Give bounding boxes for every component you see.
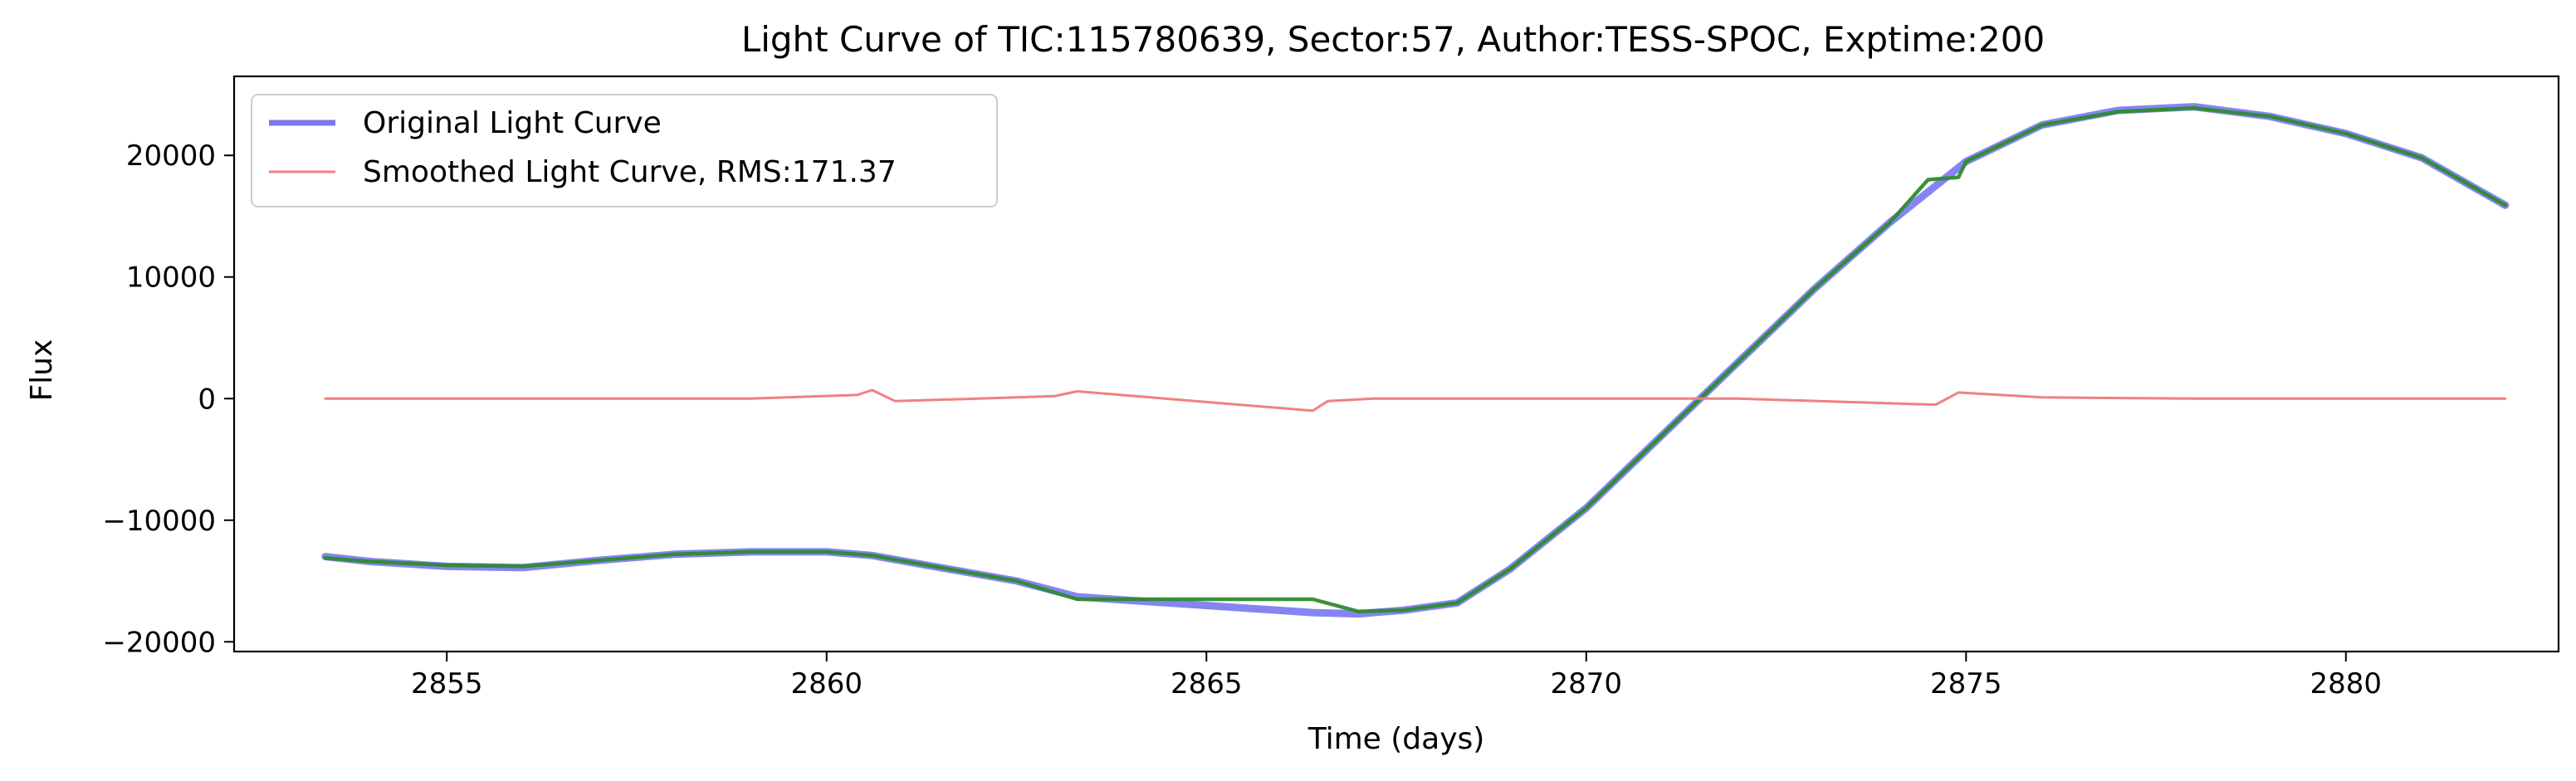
x-axis-label: Time (days)	[1308, 722, 1485, 756]
series-layer	[321, 103, 2510, 618]
y-tick-label: 20000	[126, 139, 216, 173]
series-line-residual	[324, 388, 2507, 412]
x-tick-label: 2865	[1171, 667, 1243, 700]
x-axis: 2855 2860 2865 2870 2875 2880	[411, 652, 2382, 700]
x-tick-label: 2880	[2310, 667, 2383, 700]
y-tick-label: 10000	[126, 261, 216, 295]
series-line-smoothed-fit	[323, 105, 2508, 613]
legend-box	[251, 94, 998, 207]
x-tick-label: 2875	[1930, 667, 2002, 700]
legend-label-original: Original Light Curve	[363, 106, 662, 140]
y-axis: −20000 −10000 0 10000 20000	[102, 139, 234, 659]
x-tick-label: 2870	[1550, 667, 1622, 700]
plot-frame	[232, 75, 2560, 653]
legend: Original Light Curve Smoothed Light Curv…	[251, 94, 998, 207]
chart-title: Light Curve of TIC:115780639, Sector:57,…	[741, 19, 2045, 60]
x-tick-label: 2860	[790, 667, 863, 700]
y-tick-label: −10000	[102, 505, 216, 538]
legend-label-smoothed: Smoothed Light Curve, RMS:171.37	[363, 155, 897, 189]
y-axis-label: Flux	[25, 339, 59, 402]
y-tick-label: 0	[198, 383, 216, 416]
y-tick-label: −20000	[102, 626, 216, 659]
x-tick-label: 2855	[411, 667, 483, 700]
